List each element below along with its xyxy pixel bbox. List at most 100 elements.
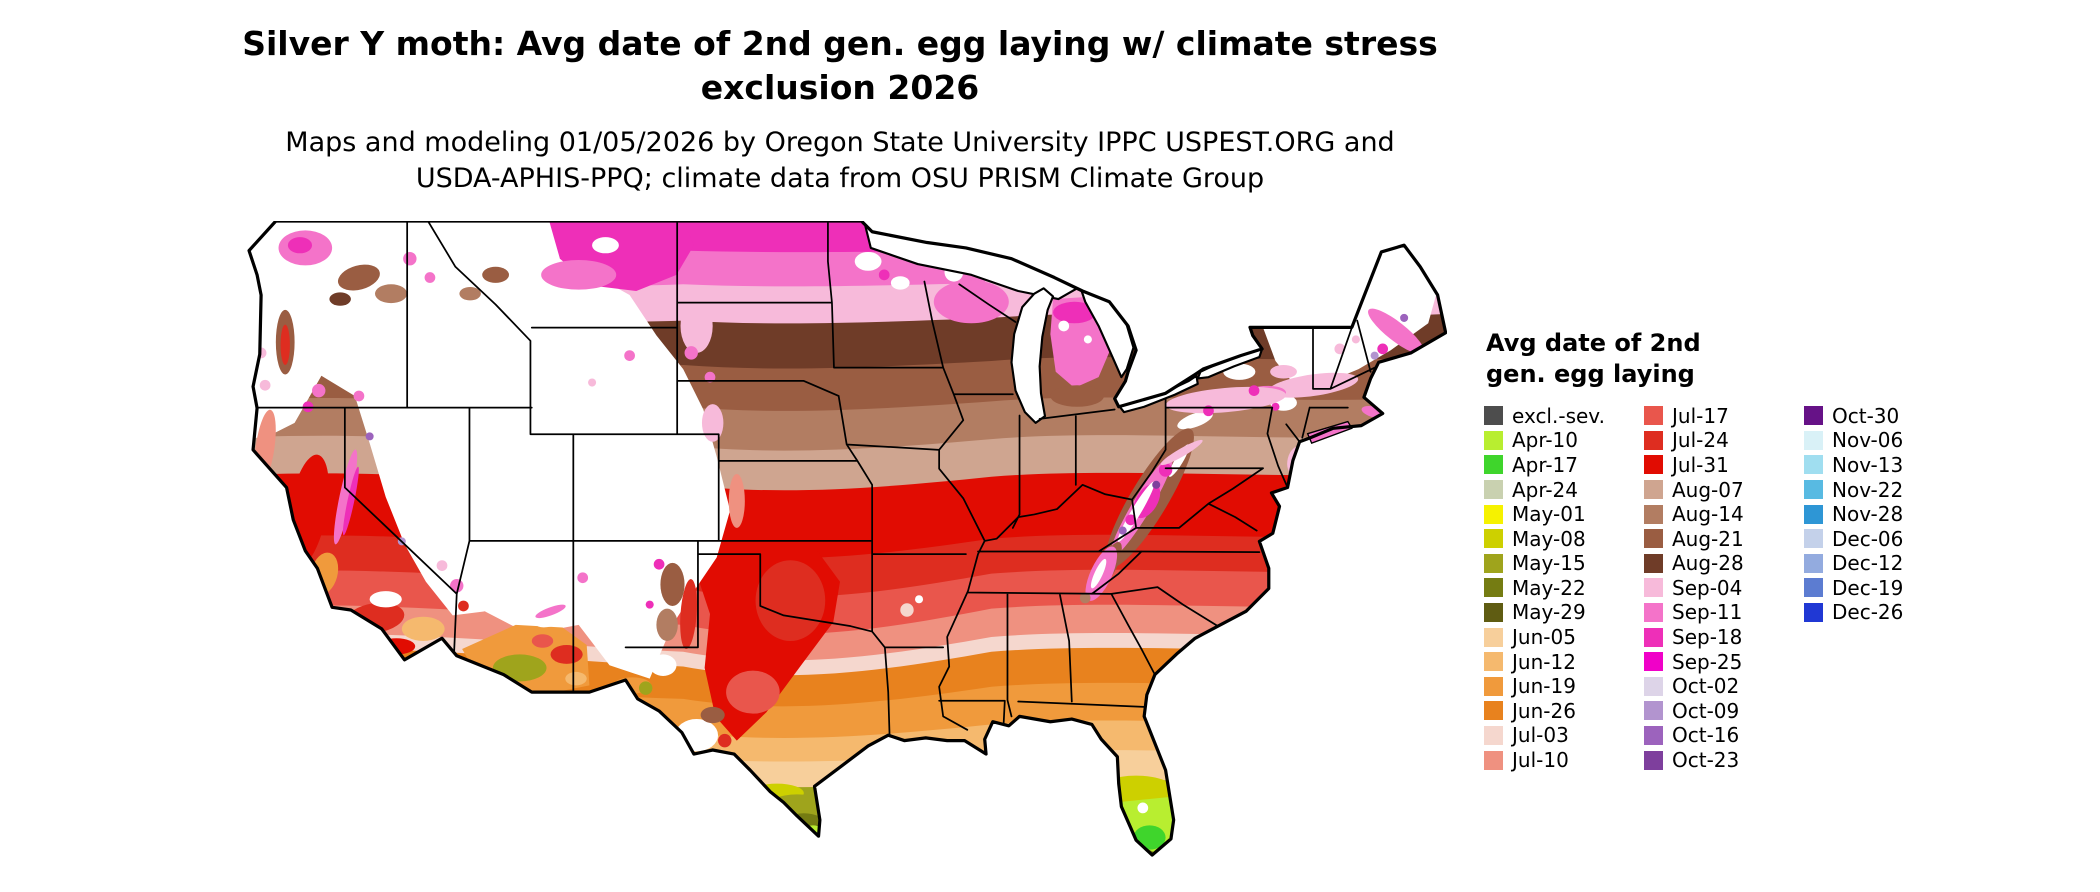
- legend-label: May-01: [1512, 502, 1586, 527]
- legend-label: Oct-09: [1672, 698, 1740, 723]
- legend: Avg date of 2nd gen. egg laying excl.-se…: [1484, 328, 2094, 772]
- legend-label: Jul-17: [1672, 403, 1729, 428]
- header: Silver Y moth: Avg date of 2nd gen. egg …: [0, 22, 1680, 196]
- legend-label: Aug-07: [1672, 477, 1744, 502]
- legend-label: Aug-21: [1672, 526, 1744, 551]
- legend-label: Apr-17: [1512, 452, 1578, 477]
- legend-swatch: [1484, 578, 1503, 598]
- legend-swatch: [1644, 676, 1663, 696]
- page-subtitle: Maps and modeling 01/05/2026 by Oregon S…: [0, 125, 1680, 196]
- legend-swatch: [1804, 529, 1823, 549]
- legend-item: Jul-03: [1484, 723, 1632, 748]
- legend-column: excl.-sev. Apr-10 Apr-17 Apr-24 May-01 May-08…: [1484, 403, 1632, 772]
- legend-label: Jul-03: [1512, 723, 1569, 748]
- legend-columns: excl.-sev. Apr-10 Apr-17 Apr-24 May-01 May-08…: [1484, 403, 2094, 772]
- legend-item: Dec-26: [1804, 600, 1952, 625]
- legend-label: Dec-06: [1832, 526, 1904, 551]
- legend-swatch: [1484, 676, 1503, 696]
- legend-item: Dec-12: [1804, 551, 1952, 576]
- legend-swatch: [1484, 750, 1503, 770]
- legend-title-line-2: gen. egg laying: [1486, 359, 1695, 388]
- legend-label: Jul-24: [1672, 428, 1729, 453]
- lake-michigan: [1010, 287, 1055, 424]
- legend-label: Sep-11: [1672, 600, 1743, 625]
- legend-title: Avg date of 2nd gen. egg laying: [1486, 328, 2094, 389]
- legend-item: Nov-22: [1804, 477, 1952, 502]
- legend-swatch: [1484, 406, 1503, 426]
- subtitle-line-1: Maps and modeling 01/05/2026 by Oregon S…: [285, 127, 1395, 159]
- legend-title-line-1: Avg date of 2nd: [1486, 329, 1701, 357]
- legend-label: Nov-22: [1832, 477, 1904, 502]
- legend-swatch: [1644, 504, 1663, 524]
- legend-swatch: [1644, 701, 1663, 721]
- legend-label: excl.-sev.: [1512, 403, 1605, 428]
- legend-item: Oct-02: [1644, 674, 1792, 699]
- legend-label: May-15: [1512, 551, 1586, 576]
- legend-swatch: [1644, 480, 1663, 500]
- legend-item: Apr-10: [1484, 428, 1632, 453]
- legend-label: Sep-04: [1672, 575, 1743, 600]
- legend-item: Oct-23: [1644, 748, 1792, 773]
- legend-item: Jul-24: [1644, 428, 1792, 453]
- legend-swatch: [1484, 627, 1503, 647]
- legend-label: Jun-26: [1512, 698, 1576, 723]
- legend-swatch: [1644, 455, 1663, 475]
- legend-label: May-22: [1512, 575, 1586, 600]
- legend-swatch: [1484, 455, 1503, 475]
- legend-swatch: [1644, 578, 1663, 598]
- legend-label: Sep-25: [1672, 649, 1743, 674]
- legend-item: Oct-16: [1644, 723, 1792, 748]
- legend-swatch: [1644, 602, 1663, 622]
- legend-label: Apr-24: [1512, 477, 1578, 502]
- legend-label: May-08: [1512, 526, 1586, 551]
- legend-label: Nov-28: [1832, 502, 1904, 527]
- legend-label: Nov-06: [1832, 428, 1904, 453]
- subtitle-line-2: USDA-APHIS-PPQ; climate data from OSU PR…: [415, 162, 1265, 194]
- excluded-west-region: [249, 221, 731, 679]
- legend-item: Jun-19: [1484, 674, 1632, 699]
- legend-item: excl.-sev.: [1484, 403, 1632, 428]
- legend-label: Oct-02: [1672, 674, 1740, 699]
- legend-item: Aug-14: [1644, 502, 1792, 527]
- legend-label: Dec-12: [1832, 551, 1904, 576]
- legend-label: Dec-19: [1832, 575, 1904, 600]
- legend-swatch: [1644, 430, 1663, 450]
- legend-item: May-15: [1484, 551, 1632, 576]
- legend-column: Jul-17 Jul-24 Jul-31 Aug-07 Aug-14 Aug-21 Aug-…: [1644, 403, 1792, 772]
- legend-item: May-01: [1484, 502, 1632, 527]
- legend-item: Oct-09: [1644, 699, 1792, 724]
- legend-label: Aug-14: [1672, 502, 1744, 527]
- legend-swatch: [1804, 480, 1823, 500]
- legend-swatch: [1484, 725, 1503, 745]
- legend-swatch: [1484, 504, 1503, 524]
- legend-label: Jun-05: [1512, 625, 1576, 650]
- us-map-svg: [247, 221, 1447, 857]
- legend-item: Jun-12: [1484, 649, 1632, 674]
- legend-item: Sep-04: [1644, 576, 1792, 601]
- legend-swatch: [1644, 750, 1663, 770]
- legend-item: May-22: [1484, 576, 1632, 601]
- legend-label: Jul-10: [1512, 748, 1569, 773]
- florida-south-region: [1095, 775, 1177, 854]
- texas-red-region: [696, 544, 840, 741]
- legend-item: Dec-06: [1804, 526, 1952, 551]
- legend-label: Apr-10: [1512, 428, 1578, 453]
- legend-label: Jun-19: [1512, 674, 1576, 699]
- legend-item: Aug-21: [1644, 526, 1792, 551]
- legend-swatch: [1644, 652, 1663, 672]
- legend-swatch: [1644, 725, 1663, 745]
- legend-item: May-29: [1484, 600, 1632, 625]
- legend-item: Sep-18: [1644, 625, 1792, 650]
- state-borders: [250, 221, 1376, 737]
- title-line-1: Silver Y moth: Avg date of 2nd gen. egg …: [242, 24, 1438, 63]
- us-choropleth-map: [241, 221, 1447, 890]
- page-title: Silver Y moth: Avg date of 2nd gen. egg …: [0, 22, 1680, 109]
- legend-swatch: [1484, 529, 1503, 549]
- legend-swatch: [1804, 602, 1823, 622]
- legend-label: Oct-16: [1672, 723, 1740, 748]
- title-line-2: exclusion 2026: [700, 67, 980, 107]
- legend-item: Aug-28: [1644, 551, 1792, 576]
- legend-swatch: [1644, 406, 1663, 426]
- legend-label: Oct-30: [1832, 403, 1900, 428]
- legend-item: Sep-11: [1644, 600, 1792, 625]
